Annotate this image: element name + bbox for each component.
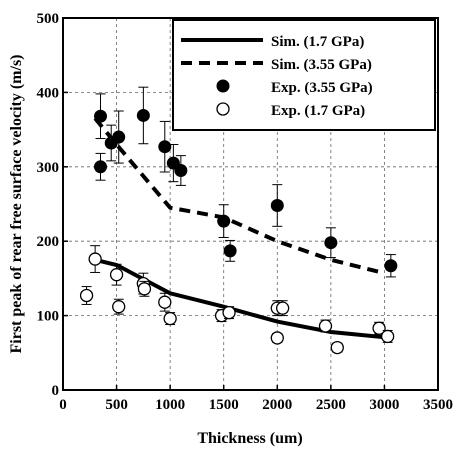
x-tick-label: 1000 [155,397,185,413]
legend-marker-3 [216,102,230,116]
legend-label-0: Sim. (1.7 GPa) [271,34,364,50]
filled-point [94,160,107,174]
open-point [137,282,152,296]
x-tick-label: 0 [59,397,67,413]
series-line-0 [94,257,385,340]
plot-frame [62,17,439,391]
axis-ticks: 0 500 1000 1500 2000 2500 3000 3500 0 100 200 300 40… [37,11,454,413]
y-tick-label: 300 [37,160,60,176]
filled-point [94,109,107,123]
filled-point [174,164,188,178]
filled-point [158,140,172,154]
x-tick-label: 1500 [209,397,239,413]
open-point [88,252,102,266]
open-point [380,329,395,344]
open-point [318,319,333,333]
x-axis-label: Thickness (um) [197,430,302,447]
legend-marker-2 [216,79,230,93]
open-point [79,288,94,303]
open-point [330,340,344,355]
filled-point [136,108,150,122]
open-point [163,311,177,326]
filled-point [217,214,231,228]
filled-point [223,244,237,258]
legend-label-1: Sim. (3.55 GPa) [271,57,372,73]
open-point [112,300,126,314]
data-points [79,86,398,355]
y-tick-label: 400 [37,85,60,101]
x-tick-label: 2500 [316,397,346,413]
open-point [158,295,172,309]
open-point [372,321,386,335]
x-tick-label: 2000 [262,397,292,413]
x-tick-label: 3500 [423,397,453,413]
x-tick-label: 3000 [369,397,399,413]
legend-label-3: Exp. (1.7 GPa) [271,103,365,119]
y-tick-label: 0 [52,383,60,399]
y-tick-label: 100 [37,309,60,325]
open-point [109,268,124,282]
filled-point [270,198,284,212]
y-tick-label: 500 [37,11,60,27]
open-point [270,331,284,345]
series-lines [93,117,385,340]
filled-point [384,259,398,273]
y-axis-label: First peak of rear free surface velocity… [8,54,25,353]
open-point [222,305,236,320]
x-tick-label: 500 [105,397,128,413]
filled-point [324,236,338,250]
legend-label-2: Exp. (3.55 GPa) [271,80,373,96]
series-line-1 [93,117,385,276]
legend: Sim. (1.7 GPa) Sim. (3.55 GPa) Exp. (3.55 … [172,19,436,131]
y-tick-label: 200 [37,234,60,250]
open-point [275,301,290,315]
filled-point [112,130,126,144]
